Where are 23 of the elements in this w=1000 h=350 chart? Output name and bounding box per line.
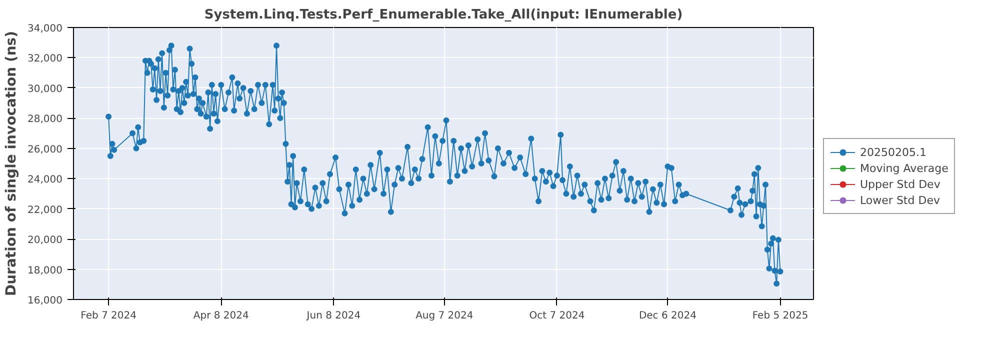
y-axis-title: Duration of single invocation (ns)	[4, 30, 20, 296]
x-tick-label: Feb 7 2024	[80, 310, 136, 322]
y-tick-label: 18,000	[28, 265, 63, 276]
legend-label: Moving Average	[860, 161, 948, 175]
y-tick-label: 30,000	[28, 84, 63, 95]
x-tick-label: Apr 8 2024	[193, 310, 249, 322]
y-tick-label: 34,000	[28, 24, 63, 34]
x-tick-label: Dec 6 2024	[638, 310, 696, 322]
y-tick-label: 26,000	[28, 144, 63, 156]
x-tick-label: Oct 7 2024	[529, 310, 585, 322]
legend-label: Lower Std Dev	[860, 193, 940, 207]
y-tick-label: 16,000	[28, 296, 63, 306]
chart-title: System.Linq.Tests.Perf_Enumerable.Take_All(input: IEnumerable)	[204, 8, 683, 22]
x-tick-label: Feb 5 2025	[752, 310, 808, 322]
x-tick-label: Jun 8 2024	[306, 310, 361, 322]
y-tick-label: 20,000	[28, 235, 63, 246]
legend-label: 20250205.1	[860, 145, 926, 159]
y-tick-label: 24,000	[28, 174, 63, 186]
y-tick-label: 32,000	[28, 54, 63, 65]
x-tick-label: Aug 7 2024	[416, 310, 474, 322]
y-tick-label: 22,000	[28, 204, 63, 216]
y-tick-label: 28,000	[28, 114, 63, 126]
legend-label: Upper Std Dev	[860, 177, 940, 191]
